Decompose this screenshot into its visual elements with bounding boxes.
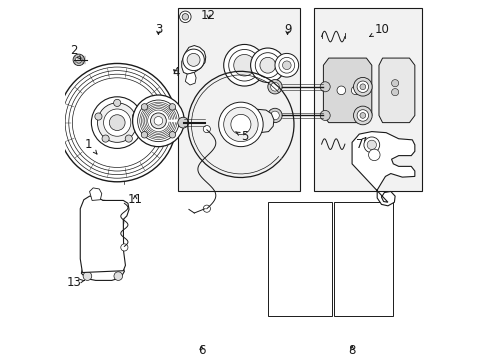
- Circle shape: [228, 49, 260, 81]
- Circle shape: [150, 113, 166, 129]
- Circle shape: [233, 54, 255, 76]
- Circle shape: [125, 135, 132, 142]
- Circle shape: [391, 89, 398, 96]
- Circle shape: [274, 53, 298, 77]
- Circle shape: [73, 54, 84, 66]
- Text: 13: 13: [66, 276, 84, 289]
- Circle shape: [182, 14, 188, 20]
- Circle shape: [137, 100, 179, 141]
- Circle shape: [359, 113, 365, 118]
- Circle shape: [368, 149, 379, 161]
- Circle shape: [363, 137, 379, 153]
- Circle shape: [154, 117, 163, 125]
- Circle shape: [114, 272, 122, 280]
- Circle shape: [97, 103, 137, 142]
- Circle shape: [121, 244, 128, 251]
- Circle shape: [85, 234, 120, 269]
- Circle shape: [93, 211, 113, 231]
- Circle shape: [353, 106, 371, 125]
- Circle shape: [83, 272, 92, 280]
- Polygon shape: [323, 58, 371, 123]
- Circle shape: [278, 57, 294, 73]
- Circle shape: [223, 107, 258, 141]
- Circle shape: [169, 104, 175, 110]
- Circle shape: [230, 114, 250, 134]
- Circle shape: [90, 239, 116, 265]
- Text: 5: 5: [235, 130, 248, 144]
- Circle shape: [218, 102, 263, 147]
- Circle shape: [250, 48, 285, 82]
- Circle shape: [178, 117, 188, 128]
- Polygon shape: [89, 188, 102, 201]
- Text: 10: 10: [369, 23, 389, 37]
- Bar: [178, 8, 300, 191]
- Circle shape: [391, 80, 398, 87]
- Text: 12: 12: [201, 9, 216, 22]
- Circle shape: [359, 84, 365, 90]
- Circle shape: [270, 82, 279, 91]
- Circle shape: [179, 11, 191, 23]
- Circle shape: [102, 135, 109, 142]
- Circle shape: [356, 81, 368, 93]
- Circle shape: [255, 53, 280, 78]
- Circle shape: [282, 61, 290, 69]
- Circle shape: [58, 63, 176, 182]
- Circle shape: [203, 126, 210, 133]
- Circle shape: [141, 131, 147, 138]
- Text: 4: 4: [172, 66, 180, 79]
- Circle shape: [61, 67, 172, 178]
- Bar: [333, 202, 392, 316]
- Text: 2: 2: [70, 44, 81, 59]
- Text: 3: 3: [154, 23, 162, 36]
- Circle shape: [69, 74, 165, 171]
- Circle shape: [65, 71, 169, 175]
- Polygon shape: [254, 109, 273, 134]
- Polygon shape: [182, 45, 205, 74]
- Text: 9: 9: [283, 23, 291, 36]
- Circle shape: [169, 131, 175, 138]
- Circle shape: [95, 113, 102, 120]
- Circle shape: [267, 80, 282, 94]
- Circle shape: [91, 97, 142, 148]
- Circle shape: [183, 49, 204, 71]
- Circle shape: [109, 115, 125, 131]
- Text: 7: 7: [355, 138, 365, 150]
- Circle shape: [76, 57, 82, 63]
- Text: 1: 1: [84, 138, 97, 154]
- Circle shape: [87, 206, 119, 237]
- Polygon shape: [378, 58, 414, 123]
- Circle shape: [132, 113, 139, 120]
- Circle shape: [260, 57, 275, 73]
- Circle shape: [187, 53, 200, 66]
- Circle shape: [82, 201, 123, 242]
- Circle shape: [366, 140, 376, 149]
- Circle shape: [336, 86, 345, 95]
- Circle shape: [141, 104, 147, 110]
- Bar: [314, 8, 421, 191]
- Circle shape: [270, 111, 279, 120]
- Circle shape: [320, 111, 329, 121]
- Circle shape: [72, 78, 162, 167]
- Bar: [267, 202, 332, 316]
- Circle shape: [267, 108, 282, 123]
- Circle shape: [353, 77, 371, 96]
- Text: 6: 6: [197, 344, 205, 357]
- Circle shape: [356, 110, 368, 121]
- Circle shape: [132, 95, 184, 147]
- Polygon shape: [185, 72, 196, 85]
- Circle shape: [103, 109, 131, 136]
- Text: 11: 11: [127, 193, 142, 206]
- Circle shape: [320, 82, 329, 92]
- Circle shape: [203, 205, 210, 212]
- Polygon shape: [80, 196, 129, 273]
- Polygon shape: [351, 132, 414, 206]
- Text: 8: 8: [347, 344, 355, 357]
- Circle shape: [95, 244, 110, 260]
- Circle shape: [351, 86, 359, 95]
- Polygon shape: [81, 261, 124, 280]
- Circle shape: [113, 99, 121, 107]
- Circle shape: [223, 44, 265, 86]
